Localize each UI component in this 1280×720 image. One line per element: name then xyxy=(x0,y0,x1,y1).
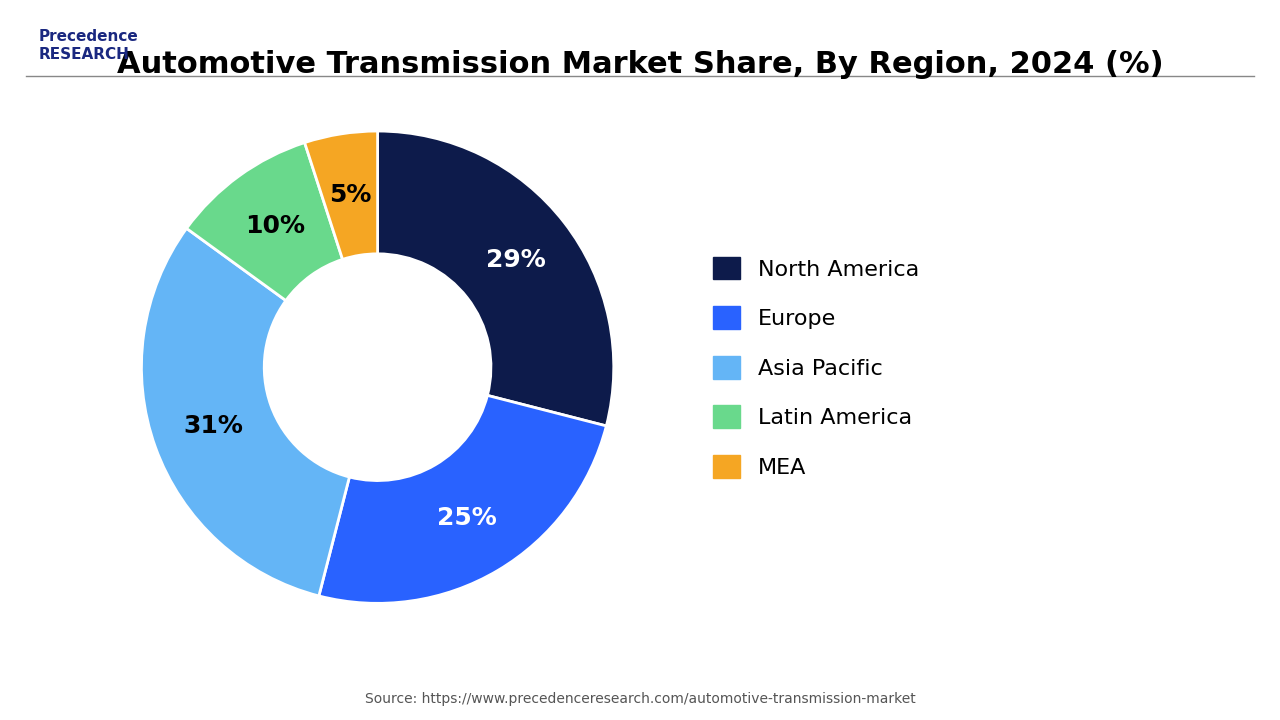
Text: 31%: 31% xyxy=(183,415,243,438)
Text: 25%: 25% xyxy=(436,505,497,530)
Wedge shape xyxy=(305,131,378,259)
Wedge shape xyxy=(378,131,613,426)
Text: 29%: 29% xyxy=(486,248,545,272)
Text: 5%: 5% xyxy=(329,183,371,207)
Wedge shape xyxy=(142,228,349,596)
Text: Precedence
RESEARCH: Precedence RESEARCH xyxy=(38,29,138,63)
Wedge shape xyxy=(319,395,607,603)
Text: Source: https://www.precedenceresearch.com/automotive-transmission-market: Source: https://www.precedenceresearch.c… xyxy=(365,692,915,706)
Text: Automotive Transmission Market Share, By Region, 2024 (%): Automotive Transmission Market Share, By… xyxy=(116,50,1164,79)
Text: 10%: 10% xyxy=(244,214,305,238)
Wedge shape xyxy=(187,143,343,300)
Legend: North America, Europe, Asia Pacific, Latin America, MEA: North America, Europe, Asia Pacific, Lat… xyxy=(713,256,919,478)
